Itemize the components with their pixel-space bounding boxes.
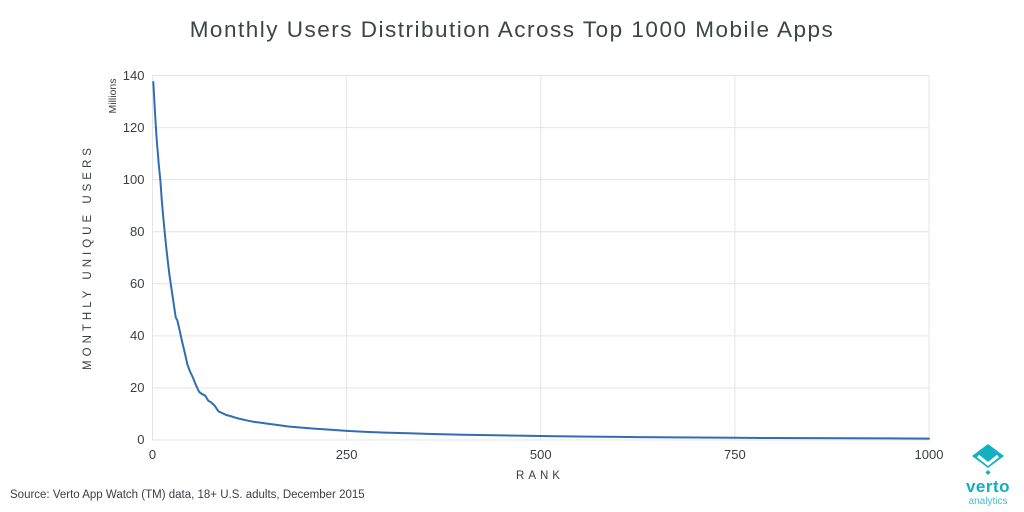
x-axis-title: RANK bbox=[516, 470, 564, 482]
y-tick-label: 40 bbox=[130, 327, 145, 343]
x-tick-label: 250 bbox=[335, 447, 358, 462]
y-axis-units-label: Millions bbox=[107, 78, 119, 114]
y-tick-label: 120 bbox=[122, 119, 145, 135]
y-tick-label: 60 bbox=[130, 275, 145, 291]
x-tick-label: 500 bbox=[529, 447, 552, 462]
y-tick-label: 80 bbox=[130, 223, 145, 239]
verto-analytics-logo: verto analytics bbox=[958, 442, 1018, 507]
data-series-line bbox=[152, 81, 930, 440]
y-tick-label: 140 bbox=[122, 67, 145, 83]
chart-title: Monthly Users Distribution Across Top 10… bbox=[189, 17, 835, 42]
logo-wordmark: verto bbox=[965, 477, 1011, 496]
y-axis-title: MONTHLY UNIQUE USERS bbox=[82, 144, 94, 370]
x-tick-label: 1000 bbox=[914, 447, 944, 462]
y-tick-label: 100 bbox=[122, 171, 145, 187]
x-tick-label: 750 bbox=[724, 447, 746, 462]
x-tick-label: 0 bbox=[148, 447, 157, 462]
y-tick-label: 0 bbox=[137, 432, 145, 447]
source-note: Source: Verto App Watch (TM) data, 18+ U… bbox=[10, 489, 365, 501]
y-tick-label: 20 bbox=[130, 379, 145, 395]
verto-diamond-icon bbox=[972, 444, 1004, 475]
logo-subtext: analytics bbox=[968, 496, 1008, 507]
